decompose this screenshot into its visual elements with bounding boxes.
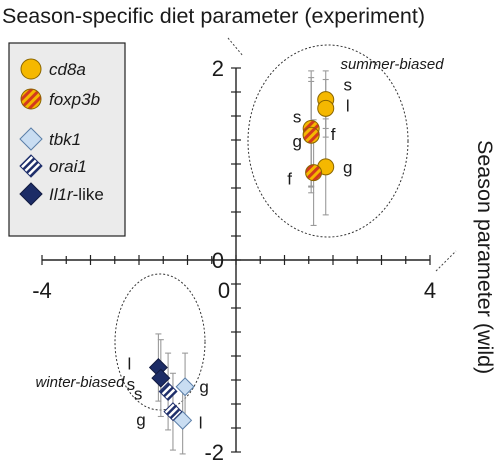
data-point-label: f (331, 125, 336, 144)
data-point-label: f (287, 170, 292, 189)
x-tick-label: -4 (32, 278, 52, 303)
axes: -4 0 4 2 0 -2 (32, 56, 436, 461)
data-point-cd8a (317, 99, 335, 117)
y-tick-label: 2 (212, 56, 224, 81)
y-tick-label: -2 (204, 440, 224, 461)
legend-label-tbk1: tbk1 (49, 130, 81, 149)
legend: cd8a foxp3b tbk1 orai1 Il1r-like (8, 42, 126, 237)
data-point-tbk1 (173, 410, 193, 430)
data-point-foxp3b (305, 164, 323, 182)
data-point-orai1 (158, 382, 178, 402)
legend-gene-suffix: -like (73, 185, 104, 204)
legend-label-cd8a: cd8a (49, 60, 86, 79)
x-title-leader (435, 250, 457, 272)
y-axis-title: Season-specific diet parameter (experime… (2, 4, 425, 28)
legend-gene-name: foxp3b (49, 90, 100, 109)
legend-marker-foxp3b (20, 88, 42, 110)
data-point-il1r-like (151, 368, 171, 388)
legend-label-orai1: orai1 (49, 157, 87, 176)
legend-gene-name: tbk1 (49, 130, 81, 149)
data-point-label: s (293, 107, 302, 126)
legend-marker-orai1 (19, 154, 43, 178)
data-point-label: l (128, 355, 132, 374)
legend-label-il1r: Il1r-like (49, 185, 104, 204)
legend-marker-cd8a (20, 58, 42, 80)
data-point-label: g (136, 411, 145, 430)
data-point-label: g (343, 158, 352, 177)
legend-marker-il1r (19, 182, 43, 206)
data-point-orai1 (163, 402, 183, 422)
data-point-label: s (343, 76, 352, 95)
data-point-label: l (199, 413, 203, 432)
data-point-tbk1 (175, 377, 195, 397)
summer-group-label: summer-biased (340, 56, 444, 73)
summer-group-ellipse (247, 44, 409, 238)
y-title-leader (227, 37, 244, 57)
data-point-label: s (127, 375, 136, 394)
winter-group-ellipse (114, 273, 206, 411)
data-point-foxp3b (302, 126, 320, 144)
y-tick-label: 0 (212, 248, 224, 273)
legend-marker-tbk1 (19, 127, 43, 151)
legend-gene-name: Il1r (49, 185, 74, 204)
data-point-label: s (134, 385, 143, 404)
x-axis-title: Season parameter (wild) (473, 140, 497, 374)
x-tick-label: 4 (424, 278, 436, 303)
legend-gene-name: cd8a (49, 60, 86, 79)
legend-gene-name: orai1 (49, 157, 87, 176)
data-point-label: g (199, 378, 208, 397)
legend-label-foxp3b: foxp3b (49, 90, 100, 109)
winter-group-label: winter-biased (36, 374, 126, 391)
data-point-label: g (292, 132, 301, 151)
x-tick-label: 0 (218, 278, 230, 303)
data-point-label: l (346, 96, 350, 115)
